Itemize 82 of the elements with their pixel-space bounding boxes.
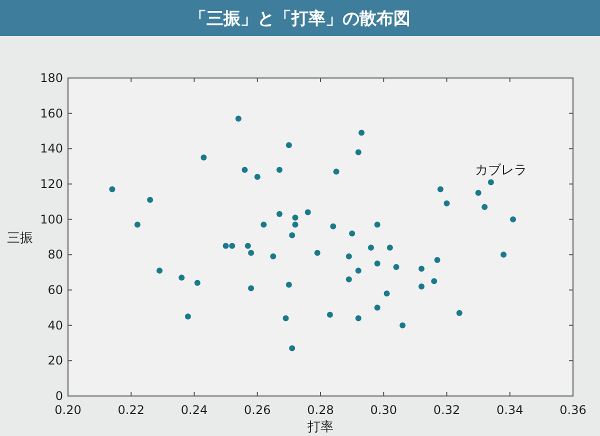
point	[418, 266, 424, 272]
point	[314, 250, 320, 256]
chart-title: 「三振」と「打率」の散布図	[190, 9, 410, 29]
point	[235, 116, 242, 122]
x-tick-label: 0.22	[118, 403, 144, 417]
point	[349, 230, 356, 236]
point	[248, 285, 254, 292]
point	[434, 256, 440, 263]
y-tick-label: 140	[40, 142, 63, 156]
point	[194, 280, 200, 286]
point	[134, 222, 140, 228]
point	[444, 200, 450, 206]
point	[184, 314, 191, 320]
point	[147, 196, 154, 203]
point	[355, 149, 362, 156]
point	[374, 304, 380, 311]
point	[109, 186, 116, 192]
point	[289, 345, 296, 352]
point	[418, 283, 424, 290]
point	[304, 209, 311, 216]
point	[292, 214, 298, 221]
point	[386, 244, 393, 251]
point	[270, 253, 276, 260]
point	[156, 268, 163, 274]
y-tick-label: 0	[55, 389, 63, 403]
point	[368, 244, 374, 251]
point	[400, 322, 406, 328]
point	[276, 166, 282, 173]
point	[431, 278, 438, 284]
point	[355, 315, 362, 322]
x-tick-label: 0.26	[244, 403, 271, 417]
y-tick-label: 80	[48, 248, 63, 262]
point	[286, 282, 292, 288]
y-tick-label: 120	[40, 177, 63, 191]
point	[292, 222, 298, 228]
point	[393, 264, 400, 270]
point	[456, 310, 462, 316]
point	[229, 242, 236, 249]
point	[488, 179, 494, 186]
y-tick-label: 40	[48, 318, 63, 332]
y-tick-label: 160	[40, 106, 63, 120]
point	[374, 260, 380, 266]
point	[254, 174, 260, 180]
point	[510, 216, 516, 222]
y-axis-title: 三振	[7, 231, 33, 246]
point	[242, 166, 248, 173]
point	[248, 250, 254, 256]
point	[374, 222, 380, 228]
point	[333, 168, 340, 175]
point	[200, 154, 207, 160]
point	[384, 290, 390, 297]
point	[500, 252, 507, 258]
x-tick-label: 0.34	[496, 403, 524, 417]
point	[346, 253, 352, 260]
point	[244, 242, 251, 249]
point	[178, 274, 185, 281]
x-tick-label: 0.30	[370, 403, 397, 417]
point	[355, 268, 362, 274]
point	[286, 142, 292, 148]
point	[482, 204, 488, 210]
x-tick-label: 0.36	[560, 403, 586, 417]
point	[475, 190, 482, 196]
x-axis-title: 打率	[306, 419, 334, 435]
point	[326, 312, 333, 318]
point	[346, 276, 352, 282]
y-tick-label: 180	[40, 71, 63, 85]
y-tick-label: 60	[48, 283, 63, 297]
x-tick-label: 0.20	[54, 403, 82, 417]
x-tick-label: 0.28	[307, 403, 334, 417]
point	[330, 223, 336, 230]
annotation: カブレラ	[474, 163, 527, 178]
point	[437, 186, 444, 192]
point	[260, 222, 267, 228]
x-tick-label: 0.32	[433, 403, 460, 417]
y-tick-label: 100	[40, 212, 63, 226]
y-tick-label: 20	[48, 354, 63, 368]
point	[358, 130, 365, 136]
x-tick-label: 0.24	[180, 403, 208, 417]
point	[289, 232, 296, 238]
point	[222, 242, 229, 249]
point	[282, 315, 289, 322]
point	[276, 211, 282, 218]
